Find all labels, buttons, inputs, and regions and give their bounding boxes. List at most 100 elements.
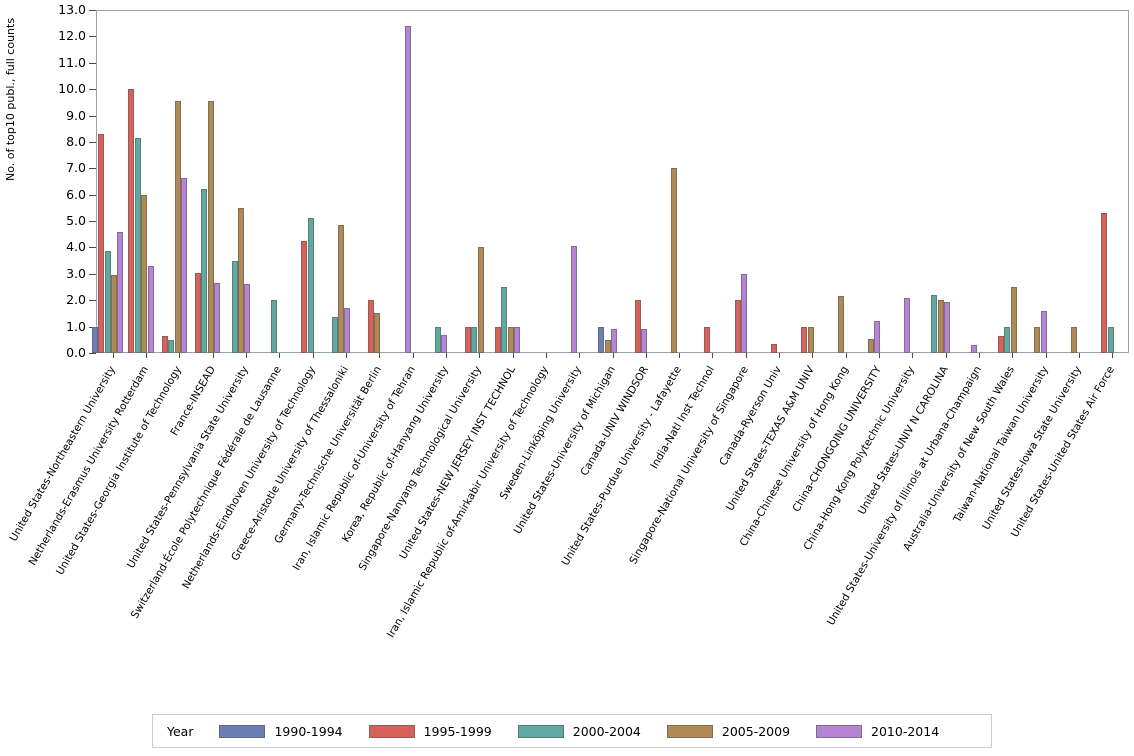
bar (904, 297, 911, 353)
legend-label: 1995-1999 (423, 723, 492, 739)
x-tick-mark (612, 353, 614, 358)
bar (471, 326, 478, 353)
legend-label: 2010-2014 (871, 723, 940, 739)
bar (501, 287, 508, 353)
bar (134, 137, 141, 353)
x-tick-mark (945, 353, 947, 358)
bar (1040, 310, 1047, 353)
x-tick-mark (912, 353, 914, 358)
bar (734, 300, 741, 353)
bar (514, 326, 521, 353)
plot-area (96, 10, 1129, 353)
bar (180, 177, 187, 353)
bar (464, 326, 471, 353)
x-tick-mark (1012, 353, 1014, 358)
bar (331, 317, 338, 353)
bar (237, 207, 244, 353)
bar (434, 326, 441, 353)
y-tick-label: 0.0 (66, 345, 86, 360)
bar (301, 240, 308, 353)
bar (368, 300, 375, 353)
bar (997, 335, 1004, 353)
bar (117, 231, 124, 353)
y-tick-label: 6.0 (66, 186, 86, 202)
x-tick-label: United States-Georgia Institute of Techn… (54, 364, 185, 578)
x-tick-mark (545, 353, 547, 358)
bar (477, 247, 484, 353)
x-tick-mark (179, 353, 181, 358)
x-tick-mark (845, 353, 847, 358)
bar (207, 101, 214, 353)
y-tick-label: 2.0 (66, 292, 86, 308)
bar (867, 338, 874, 353)
bar (1107, 326, 1114, 353)
y-tick-mark (89, 194, 96, 196)
bar (604, 339, 611, 353)
bar (598, 326, 605, 353)
x-tick-mark (212, 353, 214, 358)
legend-swatch-icon (368, 724, 415, 738)
bar (494, 326, 501, 353)
bar (1071, 326, 1078, 353)
bar (771, 343, 778, 353)
bar (91, 326, 98, 353)
y-tick-mark (89, 62, 96, 64)
y-tick-label: 8.0 (66, 133, 86, 149)
legend-item[interactable]: 1990-1994 (219, 723, 343, 739)
bar (195, 272, 202, 353)
legend: Year 1990-1994 1995-1999 2000-2004 2005-200… (152, 714, 992, 748)
bar (801, 326, 808, 353)
y-tick-mark (89, 300, 96, 302)
legend-label: 2005-2009 (721, 723, 791, 739)
bars-layer (91, 10, 1129, 353)
legend-item[interactable]: 2005-2009 (666, 723, 791, 739)
legend-item[interactable]: 1995-1999 (368, 723, 492, 739)
bar (174, 101, 181, 353)
legend-label: 1990-1994 (274, 723, 343, 739)
x-tick-mark (712, 353, 714, 358)
x-tick-mark (779, 353, 781, 358)
bar (1010, 287, 1017, 353)
bar (244, 284, 251, 353)
legend-swatch-icon (666, 724, 713, 738)
x-tick-mark (579, 353, 581, 358)
y-tick-label: 13.0 (58, 2, 86, 17)
x-tick-mark (979, 353, 981, 358)
y-tick-mark (89, 168, 96, 170)
bar (344, 308, 351, 353)
x-tick-mark (1079, 353, 1081, 358)
bar (271, 300, 278, 353)
y-tick-mark (89, 247, 96, 249)
bar (507, 326, 514, 353)
bar (307, 218, 314, 353)
bar (641, 329, 648, 353)
x-tick-mark (379, 353, 381, 358)
bar (837, 296, 844, 353)
x-tick-mark (1112, 353, 1114, 358)
bar (671, 168, 678, 353)
bar (634, 300, 641, 353)
legend-item[interactable]: 2000-2004 (517, 724, 641, 739)
bar (161, 335, 168, 353)
bar (404, 25, 411, 353)
legend-item[interactable]: 2010-2014 (816, 724, 939, 739)
x-tick-mark (412, 353, 414, 358)
bar (98, 134, 105, 353)
y-tick-label: 10.0 (58, 81, 86, 97)
x-tick-mark (512, 353, 514, 358)
y-tick-label: 4.0 (66, 239, 86, 255)
bar (214, 283, 221, 353)
bar (971, 345, 978, 353)
x-tick-mark (112, 353, 114, 358)
y-tick-mark (89, 89, 96, 91)
legend-swatch-icon (816, 724, 863, 738)
bar (128, 89, 135, 353)
bar (704, 326, 711, 353)
bar (1034, 326, 1041, 353)
x-tick-mark (679, 353, 681, 358)
bar (874, 321, 881, 353)
bar (931, 294, 938, 353)
x-tick-mark (812, 353, 814, 358)
bar (337, 225, 344, 353)
